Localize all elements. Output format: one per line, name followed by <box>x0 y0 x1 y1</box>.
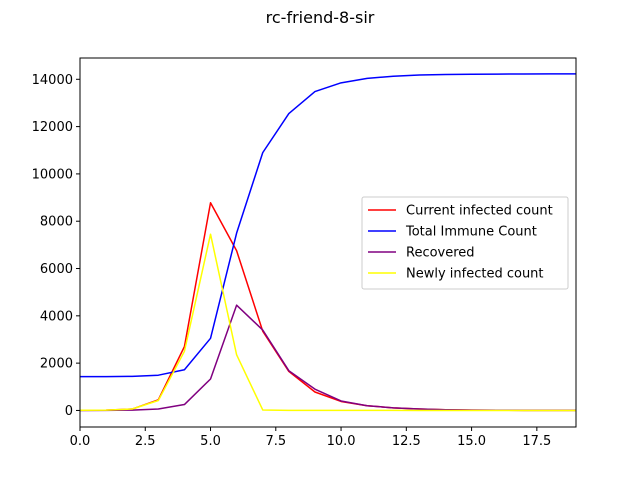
plot-frame <box>79 57 577 428</box>
y-tick-label-5: 10000 <box>32 167 73 182</box>
x-axis: 0.0 2.5 5.0 7.5 10.0 12.5 15.0 17.5 <box>70 427 551 449</box>
series-line-3 <box>80 233 576 412</box>
y-axis: 0 2000 4000 6000 8000 10000 12000 14000 <box>32 73 80 419</box>
x-tick-label-5: 12.5 <box>392 434 421 449</box>
legend-box <box>361 196 569 290</box>
x-tick-label-4: 10.0 <box>327 434 356 449</box>
y-tick-label-3: 6000 <box>40 262 73 277</box>
legend-label-2: Recovered <box>406 246 475 261</box>
x-tick-label-2: 5.0 <box>200 434 221 449</box>
legend-label-0: Current infected count <box>406 204 553 219</box>
y-tick-label-0: 0 <box>65 404 73 419</box>
legend: Current infected count Total Immune Count… <box>361 196 569 290</box>
y-tick-label-1: 2000 <box>40 357 73 372</box>
chart-title: rc-friend-8-sir <box>266 8 375 27</box>
x-tick-label-1: 2.5 <box>135 434 156 449</box>
series-line-2 <box>80 304 576 412</box>
y-tick-label-2: 4000 <box>40 309 73 324</box>
x-tick-label-0: 0.0 <box>70 434 91 449</box>
legend-label-3: Newly infected count <box>406 267 544 282</box>
y-tick-label-6: 12000 <box>32 120 73 135</box>
x-tick-label-3: 7.5 <box>265 434 286 449</box>
legend-label-1: Total Immune Count <box>405 225 537 240</box>
series-line-1 <box>80 73 576 378</box>
y-tick-label-4: 8000 <box>40 215 73 230</box>
x-tick-label-6: 15.0 <box>457 434 486 449</box>
y-tick-label-7: 14000 <box>32 73 73 88</box>
series-layer <box>80 73 576 412</box>
x-tick-label-7: 17.5 <box>522 434 551 449</box>
